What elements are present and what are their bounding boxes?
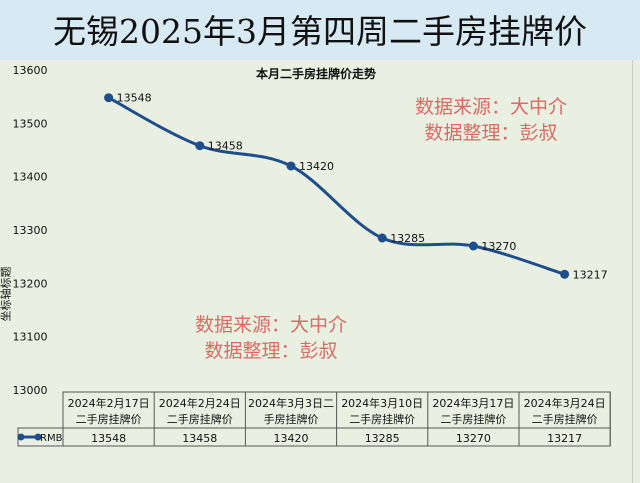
category-label: 二手房挂牌价 — [349, 412, 415, 426]
watermark-middle: 数据来源：大中介 数据整理：彭叔 — [195, 312, 347, 364]
category-label: 二手房挂牌价 — [167, 412, 233, 426]
data-label: 13217 — [573, 268, 608, 281]
table-value: 13420 — [274, 432, 309, 445]
legend-label: RMB — [40, 433, 63, 444]
series-line-rmb — [107, 96, 566, 276]
page-title: 无锡2025年3月第四周二手房挂牌价 — [0, 0, 640, 60]
data-point — [560, 269, 570, 279]
data-point — [104, 93, 114, 103]
data-label: 13548 — [117, 92, 152, 105]
category-label: 2024年3月17日 — [432, 396, 514, 410]
y-tick-label: 13000 — [13, 384, 48, 397]
data-point — [286, 161, 296, 171]
watermark-author: 数据整理：彭叔 — [424, 122, 558, 144]
legend-marker-icon — [17, 433, 25, 441]
watermark-author: 数据整理：彭叔 — [204, 340, 338, 362]
category-label: 2024年2月24日 — [159, 396, 241, 410]
chart-panel: 本月二手房挂牌价走势 13000 13100 13200 13300 13400 13500… — [0, 60, 633, 483]
table-value: 13217 — [547, 432, 582, 445]
category-label: 二手房挂牌价 — [440, 412, 506, 426]
category-label: 2024年3月3日二 — [248, 396, 334, 410]
line-chart: 本月二手房挂牌价走势 13000 13100 13200 13300 13400 13500… — [13, 64, 611, 447]
category-label: 二手房挂牌价 — [76, 412, 142, 426]
category-label: 2024年3月10日 — [341, 396, 423, 410]
data-label: 13420 — [299, 160, 334, 173]
table-value: 13458 — [182, 432, 217, 445]
data-point — [195, 141, 205, 151]
y-tick-label: 13500 — [13, 117, 48, 130]
table-value: 13548 — [91, 432, 126, 445]
category-label: 2024年2月17日 — [68, 396, 150, 410]
data-label: 13270 — [481, 240, 516, 253]
watermark-source: 数据来源：大中介 — [415, 96, 568, 118]
y-tick-label: 13600 — [13, 64, 48, 77]
watermark-source: 数据来源：大中介 — [195, 314, 348, 336]
category-label: 二手房挂牌价 — [532, 412, 598, 426]
y-axis-label: 坐标轴标题 — [0, 266, 13, 322]
category-label: 2024年3月24日 — [524, 396, 606, 410]
category-label: 手房挂牌价 — [264, 412, 319, 426]
data-point — [377, 233, 387, 243]
table-value: 13285 — [365, 432, 400, 445]
watermark-top: 数据来源：大中介 数据整理：彭叔 — [415, 94, 567, 146]
y-tick-label: 13100 — [13, 331, 48, 344]
data-label: 13458 — [208, 140, 243, 153]
y-tick-label: 13400 — [13, 171, 48, 184]
chart-title: 本月二手房挂牌价走势 — [256, 66, 376, 81]
y-tick-label: 13200 — [13, 277, 48, 290]
y-tick-label: 13300 — [13, 224, 48, 237]
data-point — [468, 241, 478, 251]
data-label: 13285 — [390, 232, 425, 245]
table-value: 13270 — [456, 432, 491, 445]
legend-marker-icon — [34, 433, 42, 441]
